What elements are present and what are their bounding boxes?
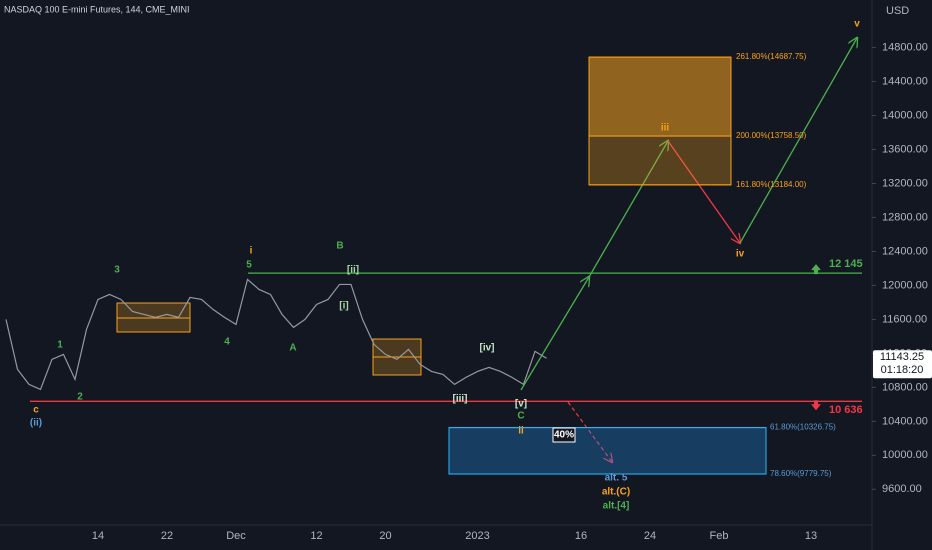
x-tick-label: 12 bbox=[310, 530, 322, 542]
wave-label: 2 bbox=[77, 392, 83, 403]
fib-label: 78.60%(9779.75) bbox=[770, 469, 832, 478]
y-tick-label: 10400.00 bbox=[882, 415, 928, 427]
wave-label: v bbox=[854, 19, 860, 30]
wave-label: c bbox=[33, 405, 39, 416]
wave-label: 1 bbox=[57, 340, 63, 351]
fib-label: 200.00%(13758.50) bbox=[736, 131, 807, 140]
countdown: 01:18:20 bbox=[881, 364, 924, 376]
wave-label: 5 bbox=[246, 260, 252, 271]
projection-arrow bbox=[739, 38, 857, 244]
wave-label: [i] bbox=[339, 301, 348, 312]
wave-label: [ii] bbox=[347, 265, 359, 276]
y-tick-label: 12800.00 bbox=[882, 211, 928, 223]
x-tick-label: 20 bbox=[379, 530, 391, 542]
projection-arrow bbox=[520, 277, 589, 391]
wave-label: C bbox=[517, 411, 524, 422]
wave-label: [v] bbox=[515, 399, 527, 410]
wave-label: (ii) bbox=[30, 418, 42, 429]
fib-label: 61.80%(10326.75) bbox=[770, 423, 836, 432]
x-tick-label: Dec bbox=[226, 530, 246, 542]
y-tick-label: 10800.00 bbox=[882, 381, 928, 393]
wave-label: 40% bbox=[554, 430, 574, 441]
wave-label: 3 bbox=[114, 265, 120, 276]
level-label: 10 636 bbox=[829, 404, 863, 416]
level-label: 12 145 bbox=[829, 258, 863, 270]
y-tick-label: 13200.00 bbox=[882, 177, 928, 189]
last-price-box bbox=[873, 350, 932, 379]
y-tick-label: 10000.00 bbox=[882, 449, 928, 461]
y-tick-label: 14800.00 bbox=[882, 41, 928, 53]
y-tick-label: 14000.00 bbox=[882, 109, 928, 121]
wave-label: ii bbox=[518, 426, 524, 437]
alt-arrow bbox=[567, 401, 612, 462]
wave-label: iii bbox=[661, 123, 670, 134]
tag-box bbox=[552, 427, 576, 443]
wave-label: A bbox=[289, 343, 296, 354]
level-arrow bbox=[811, 400, 821, 411]
projection-arrow bbox=[667, 140, 740, 243]
x-tick-label: 14 bbox=[92, 530, 104, 542]
wave-label: iv bbox=[736, 249, 745, 260]
wave-label: 4 bbox=[224, 337, 230, 348]
fib-label: 161.80%(13184.00) bbox=[736, 180, 807, 189]
y-tick-label: 12400.00 bbox=[882, 245, 928, 257]
x-tick-label: 16 bbox=[575, 530, 587, 542]
fib-box-lower bbox=[588, 135, 732, 186]
wave-label: i bbox=[250, 246, 253, 257]
currency: USD bbox=[886, 5, 909, 17]
fib-box-upper bbox=[588, 56, 732, 137]
y-tick-label: 13600.00 bbox=[882, 143, 928, 155]
fib-label: 261.80%(14687.75) bbox=[736, 52, 807, 61]
wave-label: alt.(C) bbox=[602, 487, 630, 498]
x-tick-label: 22 bbox=[161, 530, 173, 542]
chart-title: NASDAQ 100 E-mini Futures, 144, CME_MINI bbox=[4, 4, 190, 14]
y-tick-label: 9600.00 bbox=[882, 483, 922, 495]
y-tick-label: 14400.00 bbox=[882, 75, 928, 87]
wave-label: alt. 5 bbox=[605, 473, 628, 484]
x-tick-label: 24 bbox=[644, 530, 656, 542]
wave-label: [iv] bbox=[480, 343, 495, 354]
projection-arrow bbox=[588, 141, 668, 278]
x-tick-label: 13 bbox=[805, 530, 817, 542]
wave-label: [iii] bbox=[453, 394, 468, 405]
last-price: 11143.25 bbox=[880, 351, 924, 363]
y-tick-label: 11600.00 bbox=[882, 313, 927, 325]
wave-label: B bbox=[336, 241, 343, 252]
price-line bbox=[5, 278, 547, 391]
level-arrow bbox=[811, 264, 821, 275]
y-tick-label: 12000.00 bbox=[882, 279, 928, 291]
x-tick-label: 2023 bbox=[465, 530, 489, 542]
x-tick-label: Feb bbox=[710, 530, 729, 542]
wave-label: alt.[4] bbox=[603, 501, 630, 512]
fib-box-blue bbox=[448, 427, 767, 475]
